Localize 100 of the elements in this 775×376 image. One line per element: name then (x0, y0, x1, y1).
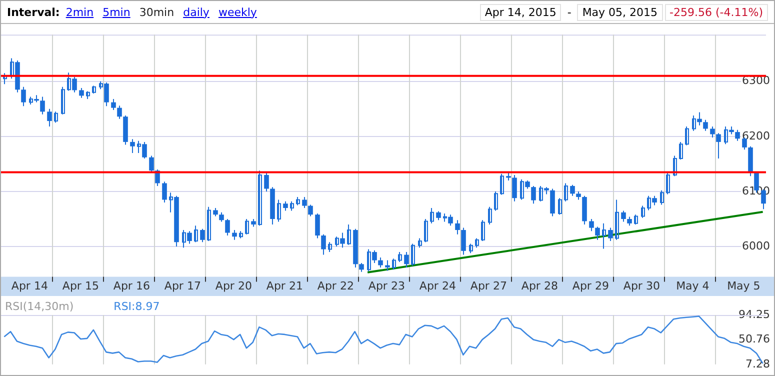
candlestick (564, 182, 568, 202)
candlestick (347, 224, 351, 246)
candlestick (315, 213, 320, 239)
candlestick (277, 199, 281, 222)
candlestick (290, 200, 294, 212)
candlestick (424, 218, 428, 243)
candlestick (385, 260, 390, 272)
x-tick-label: May 4 (676, 279, 710, 292)
candlestick (430, 207, 434, 224)
candlestick (219, 212, 224, 222)
text: 5min (102, 6, 130, 18)
candlestick (302, 196, 307, 208)
x-tick-label: Apr 20 (215, 279, 252, 292)
candlestick (666, 172, 670, 195)
candlestick (608, 227, 613, 242)
candlestick (461, 227, 466, 256)
x-tick-label: Apr 21 (266, 279, 303, 292)
text: weekly (218, 6, 257, 18)
candlestick (308, 204, 313, 217)
x-tick-label: Apr 28 (521, 279, 558, 292)
text: RSI:8.97 (114, 300, 160, 313)
text: Interval: (7, 6, 60, 18)
candlestick (117, 105, 122, 120)
candlestick (595, 226, 600, 240)
candlestick (735, 129, 740, 142)
candlestick (162, 181, 167, 203)
candlestick (703, 119, 708, 132)
y-tick-label: 6200 (742, 129, 770, 142)
candlestick (378, 257, 383, 268)
candlestick (321, 234, 326, 256)
candlestick (200, 228, 205, 243)
x-tick-label: Apr 30 (623, 279, 660, 292)
candlestick (245, 218, 249, 235)
candlestick (602, 222, 606, 250)
candlestick (61, 86, 65, 115)
candlestick (455, 220, 460, 235)
candlestick (475, 238, 479, 248)
candlestick (404, 252, 409, 268)
text: Apr 14, 2015 (480, 4, 562, 20)
x-tick-label: Apr 24 (419, 279, 456, 292)
candlestick (398, 252, 402, 262)
candlestick (494, 190, 498, 212)
candlestick (621, 210, 626, 222)
candlestick (111, 98, 116, 111)
y-tick-label: 6000 (742, 239, 770, 252)
x-tick-label: Apr 27 (470, 279, 507, 292)
text: 30min (139, 6, 174, 18)
candlestick (615, 199, 619, 240)
candlestick (54, 111, 58, 124)
x-tick-label: Apr 22 (317, 279, 354, 292)
candlestick (634, 214, 638, 226)
y-tick-label: 50.76 (738, 332, 770, 346)
text: - (567, 6, 572, 18)
candlestick (716, 132, 721, 159)
candlestick (488, 206, 492, 226)
candlestick (481, 220, 485, 242)
chart-title: RSI(14,30m) (5, 300, 74, 313)
candlestick (47, 108, 52, 128)
candlestick (550, 188, 555, 217)
candlestick (570, 184, 575, 196)
candlestick (558, 198, 562, 216)
candlestick (328, 242, 332, 253)
x-tick-label: Apr 17 (164, 279, 201, 292)
candlestick (589, 218, 594, 232)
candlestick (149, 155, 154, 173)
candlestick (673, 155, 677, 177)
candlestick (225, 218, 230, 236)
candlestick (469, 243, 473, 254)
candlestick (512, 174, 517, 202)
x-tick-label: Apr 15 (62, 279, 99, 292)
candlestick (40, 96, 45, 115)
candlestick (418, 238, 422, 248)
candlestick (411, 243, 415, 266)
candlestick (130, 138, 135, 154)
x-tick-label: Apr 16 (113, 279, 150, 292)
candlestick (641, 205, 645, 218)
candlestick (679, 141, 683, 160)
candlestick (232, 230, 237, 240)
text: 2min (66, 6, 94, 18)
candlestick (21, 86, 26, 107)
x-tick-label: May 5 (727, 279, 760, 292)
text: daily (183, 6, 210, 18)
y-tick-label: 7.28 (746, 357, 770, 370)
candlestick (3, 72, 7, 85)
x-tick-label: Apr 14 (11, 279, 48, 292)
candlestick (258, 170, 262, 226)
text: -259.56 (-4.11%) (664, 4, 768, 20)
candlestick (710, 126, 715, 138)
candlestick (207, 206, 211, 242)
candlestick (392, 258, 396, 270)
x-tick-label: Apr 29 (572, 279, 609, 292)
candlestick (79, 87, 84, 98)
candlestick (660, 190, 664, 206)
text: May 05, 2015 (577, 4, 663, 20)
candlestick (194, 225, 198, 243)
candlestick (531, 185, 536, 204)
candlestick (685, 126, 689, 146)
candlestick (264, 172, 269, 192)
candlestick (283, 200, 288, 212)
x-tick-label: Apr 23 (368, 279, 405, 292)
